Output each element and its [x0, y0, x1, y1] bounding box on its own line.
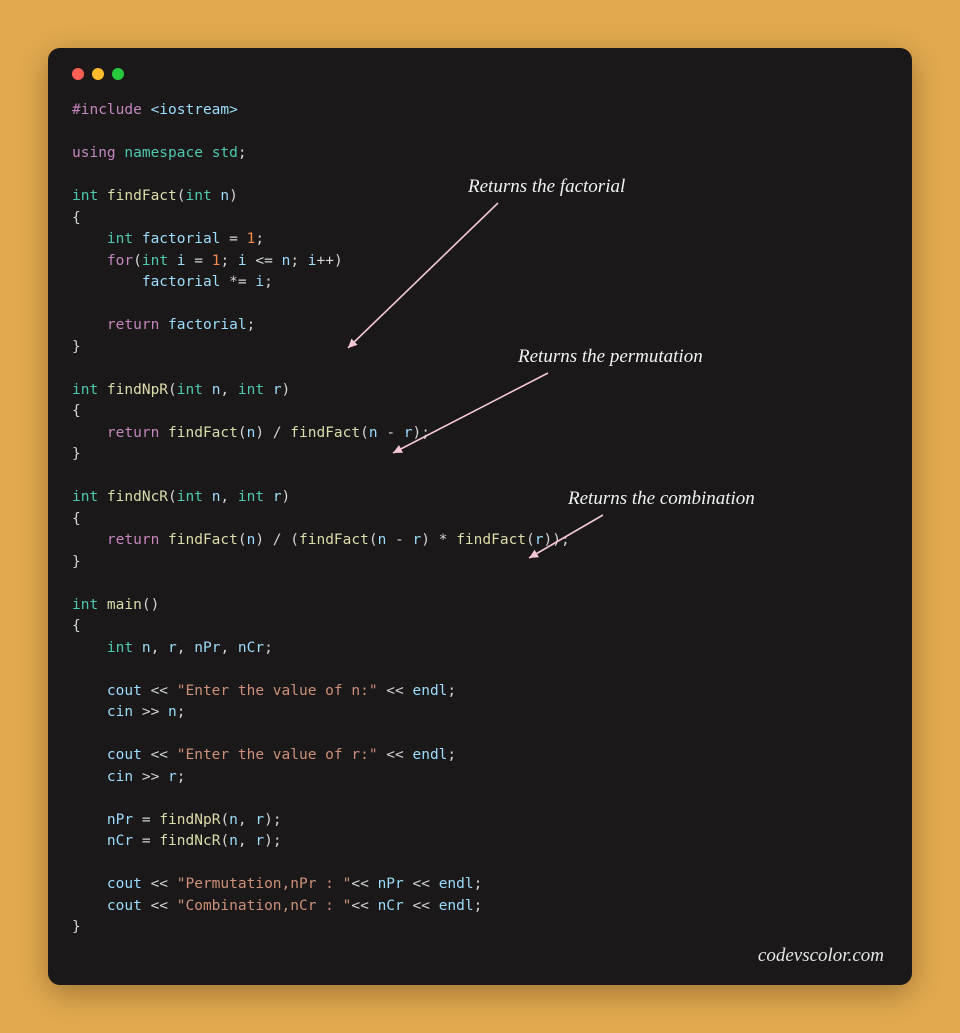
- watermark: codevscolor.com: [758, 945, 884, 967]
- titlebar: [72, 68, 888, 80]
- minimize-icon[interactable]: [92, 68, 104, 80]
- code-window: #include <iostream> using namespace std;…: [48, 48, 912, 985]
- maximize-icon[interactable]: [112, 68, 124, 80]
- close-icon[interactable]: [72, 68, 84, 80]
- code-block: #include <iostream> using namespace std;…: [72, 100, 888, 939]
